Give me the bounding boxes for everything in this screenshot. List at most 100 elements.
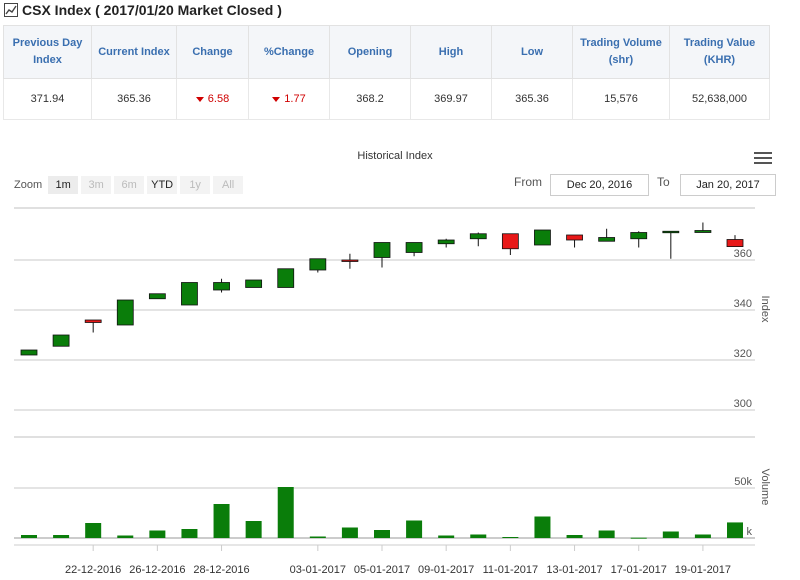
zoom-controls: Zoom 1m 3m 6m YTD 1y All <box>14 176 246 194</box>
header-previous-day-index: Previous Day Index <box>3 25 92 79</box>
candle-body <box>84 319 102 323</box>
volume-bar <box>341 527 358 538</box>
x-tick-label: 13-01-2017 <box>546 564 602 576</box>
value-opening: 368.2 <box>329 78 411 120</box>
x-tick-label: 26-12-2016 <box>129 564 185 576</box>
from-label: From <box>514 175 542 189</box>
x-tick-label: 19-01-2017 <box>675 564 731 576</box>
index-title: CSX Index ( 2017/01/20 Market Closed ) <box>22 2 282 18</box>
volume-bar <box>117 535 134 538</box>
volume-bar <box>662 531 679 538</box>
volume-bar <box>534 516 551 538</box>
zoom-all-button[interactable]: All <box>213 176 244 194</box>
candle-body <box>373 242 391 258</box>
x-tick-label: 09-01-2017 <box>418 564 474 576</box>
volume-bar <box>53 535 70 538</box>
summary-value-row: 371.94 365.36 6.58 1.77 368.2 369.97 365… <box>3 78 770 120</box>
candle-body <box>598 237 616 242</box>
candle-body <box>726 239 744 247</box>
candle-body <box>630 232 648 240</box>
value-percent-change: 1.77 <box>284 93 306 105</box>
volume-bar <box>374 530 390 538</box>
header-high: High <box>410 25 492 79</box>
candle-body <box>341 259 359 262</box>
candle-body <box>694 230 712 233</box>
volume-bar <box>213 504 230 538</box>
header-trading-volume: Trading Volume (shr) <box>572 25 670 79</box>
price-tick-label: 360 <box>734 248 752 260</box>
to-label: To <box>657 175 670 189</box>
zoom-ytd-button[interactable]: YTD <box>147 176 178 194</box>
header-current-index: Current Index <box>91 25 177 79</box>
volume-bar <box>630 537 647 539</box>
candle-body <box>245 279 263 288</box>
down-arrow-icon <box>195 96 204 102</box>
value-change: 6.58 <box>207 93 230 105</box>
x-tick-label: 22-12-2016 <box>65 564 121 576</box>
header-low: Low <box>491 25 573 79</box>
zoom-1y-button[interactable]: 1y <box>180 176 211 194</box>
x-tick-label: 28-12-2016 <box>193 564 249 576</box>
price-tick-label: 340 <box>734 298 752 310</box>
hamburger-menu-icon[interactable] <box>754 152 772 167</box>
candle-body <box>213 282 230 291</box>
candle-body <box>309 258 327 271</box>
chart-title: Historical Index <box>357 150 433 162</box>
x-tick-label: 11-01-2017 <box>483 564 538 576</box>
zoom-6m-button[interactable]: 6m <box>114 176 145 194</box>
volume-bar <box>277 487 294 538</box>
candle-body <box>534 229 551 246</box>
volume-bar <box>694 534 711 538</box>
summary-header-row: Previous Day Index Current Index Change … <box>3 25 770 79</box>
value-previous-day-index: 371.94 <box>3 78 92 120</box>
to-date-input[interactable]: Jan 20, 2017 <box>680 174 776 196</box>
volume-bar <box>85 523 102 538</box>
volume-tick-label: 50k <box>734 476 752 488</box>
value-trading-value: 52,638,000 <box>669 78 770 120</box>
x-tick-label: 17-01-2017 <box>611 564 667 576</box>
zoom-1m-button[interactable]: 1m <box>48 176 79 194</box>
from-date-input[interactable]: Dec 20, 2016 <box>550 174 649 196</box>
price-axis-title: Index <box>759 296 771 323</box>
down-arrow-icon <box>272 96 281 102</box>
volume-bar <box>727 522 743 538</box>
chart-icon <box>4 3 18 17</box>
x-tick-label: 05-01-2017 <box>354 564 410 576</box>
candle-body <box>116 299 134 326</box>
candle-body <box>469 233 487 240</box>
volume-tick-label: k <box>747 526 753 538</box>
value-high: 369.97 <box>410 78 492 120</box>
value-change-cell: 6.58 <box>176 78 249 120</box>
volume-bar <box>502 537 519 538</box>
candle-body <box>52 334 70 347</box>
zoom-label: Zoom <box>14 179 43 191</box>
candle-body <box>20 349 38 356</box>
volume-bar <box>181 529 198 538</box>
x-tick-label: 03-01-2017 <box>290 564 346 576</box>
volume-axis-title: Volume <box>759 469 771 506</box>
candle-body <box>662 230 680 234</box>
candle-body <box>405 242 423 253</box>
candle-body <box>501 233 519 250</box>
volume-bar <box>438 535 455 538</box>
candle-body <box>148 293 166 300</box>
zoom-3m-button[interactable]: 3m <box>81 176 112 194</box>
volume-bar <box>598 530 615 538</box>
candle-body <box>566 234 583 241</box>
price-tick-label: 320 <box>734 348 752 360</box>
volume-bar <box>309 536 326 538</box>
candle-body <box>277 268 295 288</box>
value-percent-change-cell: 1.77 <box>248 78 330 120</box>
volume-bar <box>245 521 262 538</box>
candle-body <box>437 239 455 245</box>
header-trading-value: Trading Value (KHR) <box>669 25 770 79</box>
volume-bar <box>566 535 583 538</box>
volume-bar <box>470 534 487 538</box>
value-low: 365.36 <box>491 78 573 120</box>
price-tick-label: 300 <box>734 398 752 410</box>
candle-body <box>181 282 198 306</box>
value-trading-volume: 15,576 <box>572 78 670 120</box>
volume-bar <box>149 530 166 538</box>
page-title: CSX Index ( 2017/01/20 Market Closed ) <box>4 0 282 20</box>
